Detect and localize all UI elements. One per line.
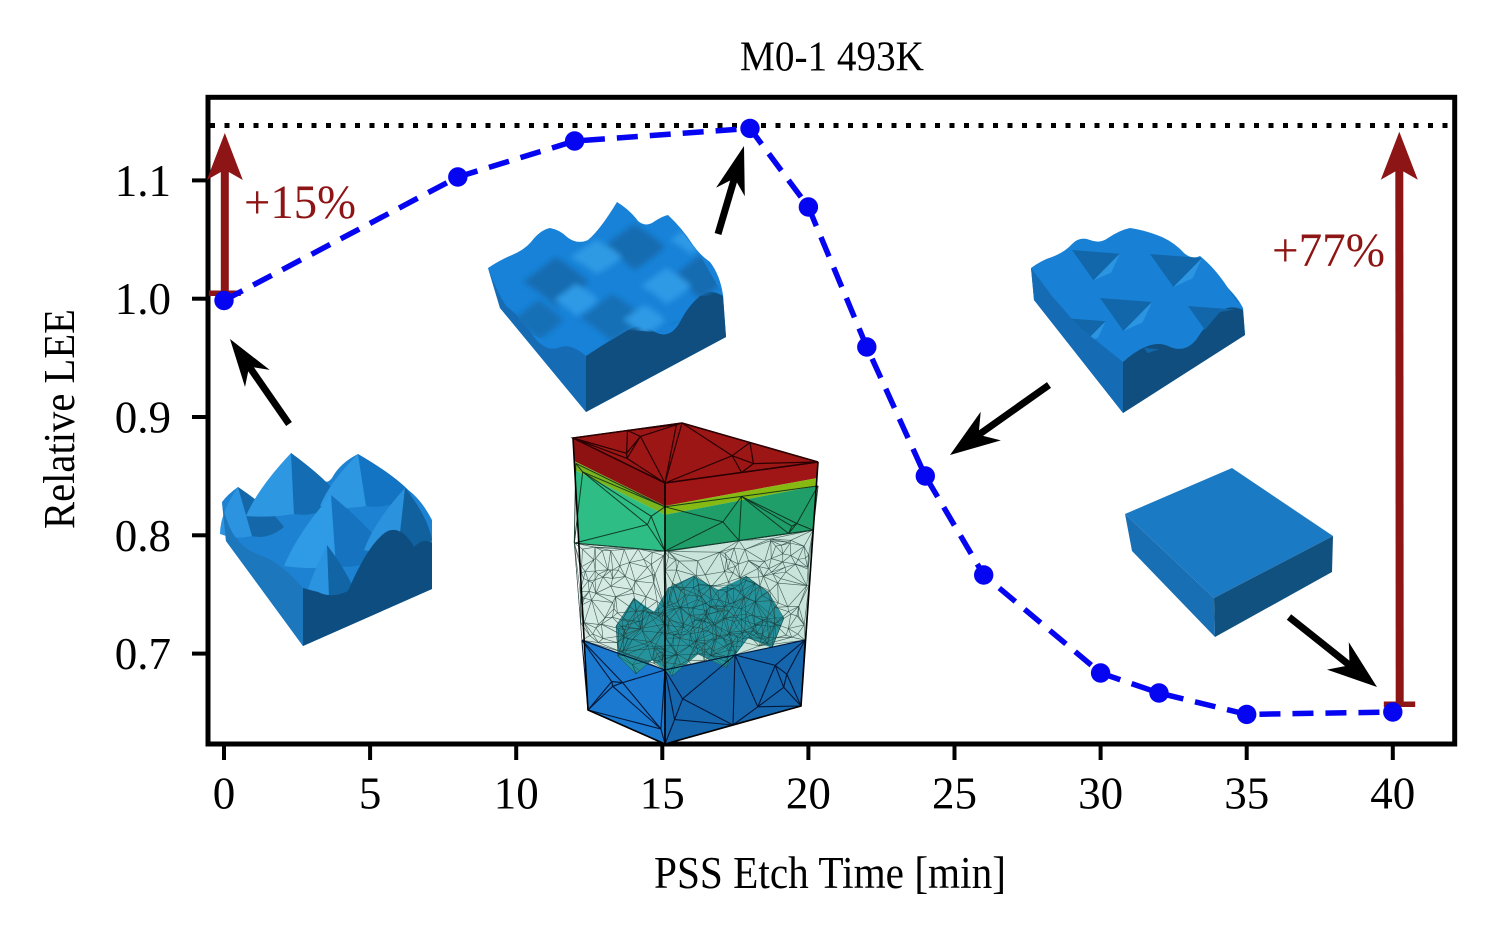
svg-text:PSS Etch Time [min]: PSS Etch Time [min] <box>654 847 1006 898</box>
svg-text:0.8: 0.8 <box>115 511 171 561</box>
svg-text:Relative LEE: Relative LEE <box>35 309 84 529</box>
svg-text:30: 30 <box>1078 769 1123 819</box>
svg-text:M0-1 493K: M0-1 493K <box>740 35 924 81</box>
svg-text:20: 20 <box>786 769 831 819</box>
svg-text:1.0: 1.0 <box>115 274 171 324</box>
svg-text:1.1: 1.1 <box>115 156 171 206</box>
svg-text:5: 5 <box>359 769 382 819</box>
svg-text:0.9: 0.9 <box>115 393 171 443</box>
svg-text:0: 0 <box>213 769 236 819</box>
svg-text:25: 25 <box>932 769 977 819</box>
svg-text:15: 15 <box>640 769 685 819</box>
svg-text:35: 35 <box>1224 769 1269 819</box>
svg-text:10: 10 <box>494 769 539 819</box>
svg-text:40: 40 <box>1370 769 1415 819</box>
svg-text:0.7: 0.7 <box>115 629 171 679</box>
svg-text:+77%: +77% <box>1272 224 1385 277</box>
svg-text:+15%: +15% <box>244 176 356 229</box>
